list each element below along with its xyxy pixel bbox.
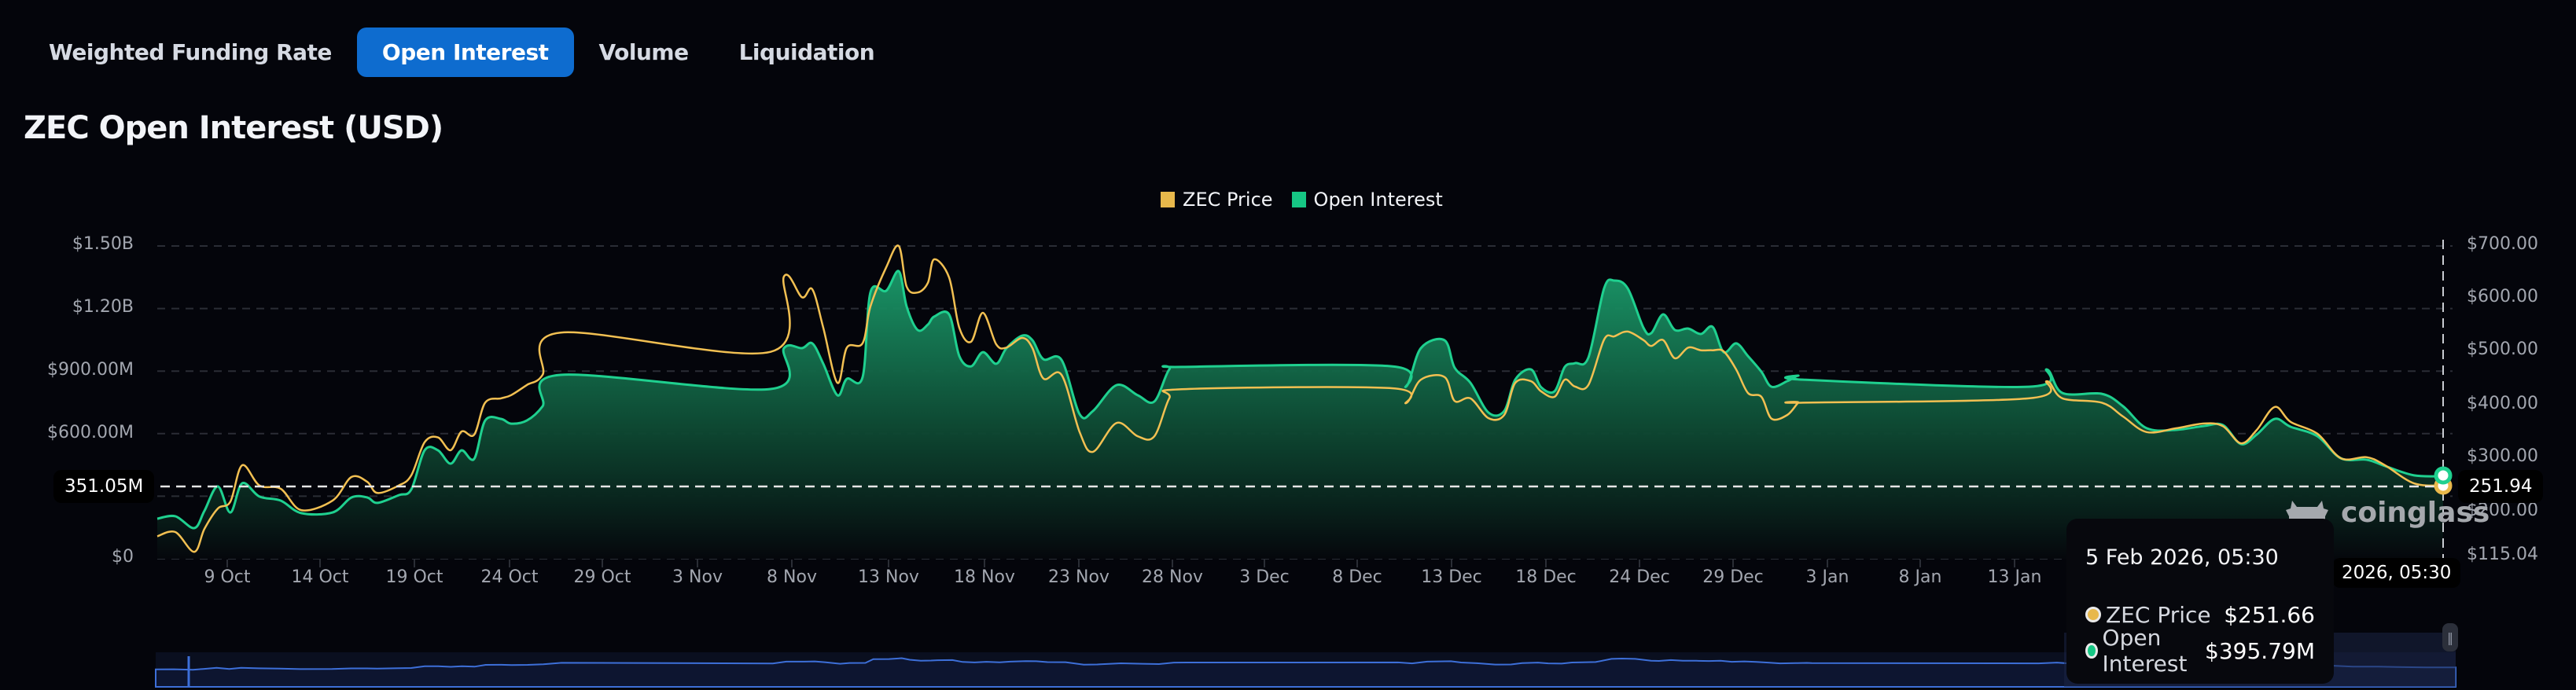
legend-item-zec-price[interactable]: ZEC Price	[1161, 189, 1273, 211]
tooltip-series-value: $395.79M	[2205, 637, 2315, 664]
navigator-right-handle[interactable]: ‖	[2442, 623, 2458, 651]
x-axis-tick-label: 8 Dec	[1332, 567, 1382, 587]
legend-label: Open Interest	[1313, 189, 1443, 211]
crosshair-right-value: 251.94	[2458, 470, 2544, 503]
chart-legend: ZEC Price Open Interest	[1161, 189, 1443, 211]
chart-title: ZEC Open Interest (USD)	[24, 110, 443, 146]
y-axis-right-tick: $500.00	[2467, 339, 2538, 359]
legend-swatch-oi-icon	[1291, 192, 1306, 207]
tab-open-interest[interactable]: Open Interest	[356, 28, 574, 77]
chart-tooltip: 5 Feb 2026, 05:30 ZEC Price $251.66 Open…	[2066, 519, 2334, 684]
x-axis-tick-label: 29 Dec	[1702, 567, 1764, 587]
legend-item-open-interest[interactable]: Open Interest	[1291, 189, 1443, 211]
tab-weighted-funding-rate[interactable]: Weighted Funding Rate	[49, 39, 332, 65]
tab-volume[interactable]: Volume	[598, 39, 690, 65]
y-axis-left-tick: $0	[112, 547, 134, 567]
drag-grip-icon: ‖	[2447, 629, 2453, 645]
price-dot-icon	[2085, 607, 2101, 622]
x-axis-tick-label: 13 Nov	[858, 567, 919, 587]
tooltip-series-value: $251.66	[2224, 601, 2315, 628]
x-axis-tick-label: 3 Jan	[1805, 567, 1849, 587]
x-axis-tick-label: 14 Oct	[291, 567, 349, 587]
oi-point-marker	[2434, 466, 2453, 485]
x-axis-tick-label: 18 Nov	[954, 567, 1015, 587]
y-axis-right-tick: $700.00	[2467, 234, 2538, 254]
watermark-text: coinglass	[2341, 497, 2490, 529]
x-axis-tick-label: 8 Jan	[1898, 567, 1942, 587]
navigator-line	[155, 657, 2456, 688]
x-axis-tick-label: 24 Dec	[1609, 567, 1670, 587]
tooltip-series-name: ZEC Price	[2106, 601, 2211, 628]
tooltip-row-open-interest: Open Interest $395.79M	[2085, 625, 2315, 677]
x-axis-tick-label: 28 Nov	[1142, 567, 1203, 587]
y-axis-right-tick: $200.00	[2467, 501, 2538, 520]
x-axis-tick-label: 18 Dec	[1515, 567, 1577, 587]
y-axis-right-tick: $600.00	[2467, 287, 2538, 306]
tooltip-series-name: Open Interest	[2102, 625, 2188, 677]
tooltip-date: 5 Feb 2026, 05:30	[2085, 545, 2279, 570]
legend-swatch-price-icon	[1161, 192, 1175, 207]
open-interest-line	[156, 270, 2444, 530]
crosshair-left-value: 351.05M	[53, 470, 155, 503]
tooltip-row-price: ZEC Price $251.66	[2085, 596, 2315, 633]
x-axis-tick-label: 13 Jan	[1987, 567, 2042, 587]
x-axis-tick-label: 19 Oct	[385, 567, 443, 587]
x-axis-tick-label: 9 Oct	[204, 567, 251, 587]
tab-liquidation[interactable]: Liquidation	[738, 39, 875, 65]
open-interest-area	[157, 270, 2443, 559]
x-axis-ticks	[226, 560, 2015, 567]
y-axis-left-tick: $600.00M	[47, 423, 134, 442]
oi-dot-icon	[2085, 643, 2098, 659]
y-axis-right-tick: $400.00	[2467, 394, 2538, 413]
x-axis-tick-label: 24 Oct	[480, 567, 539, 587]
legend-label: ZEC Price	[1183, 189, 1273, 211]
y-axis-left-tick: $900.00M	[47, 360, 134, 380]
x-axis-tick-label: 13 Dec	[1421, 567, 1482, 587]
x-axis-tick-label: 23 Nov	[1048, 567, 1110, 587]
x-axis-tick-label: 29 Oct	[573, 567, 631, 587]
y-axis-right-tick: $300.00	[2467, 446, 2538, 466]
crosshair-bottom-time: 2026, 05:30	[2332, 558, 2461, 588]
x-axis-tick-label: 8 Nov	[767, 567, 817, 587]
y-axis-right-tick: $115.04	[2467, 545, 2538, 564]
x-axis-tick-label: 3 Nov	[672, 567, 723, 587]
y-axis-left-tick: $1.50B	[72, 234, 134, 254]
chart-type-tabs: Weighted Funding Rate Open Interest Volu…	[24, 28, 900, 77]
zec-price-line	[156, 244, 2444, 553]
y-axis-left-tick: $1.20B	[72, 297, 134, 317]
x-axis-tick-label: 3 Dec	[1239, 567, 1290, 587]
